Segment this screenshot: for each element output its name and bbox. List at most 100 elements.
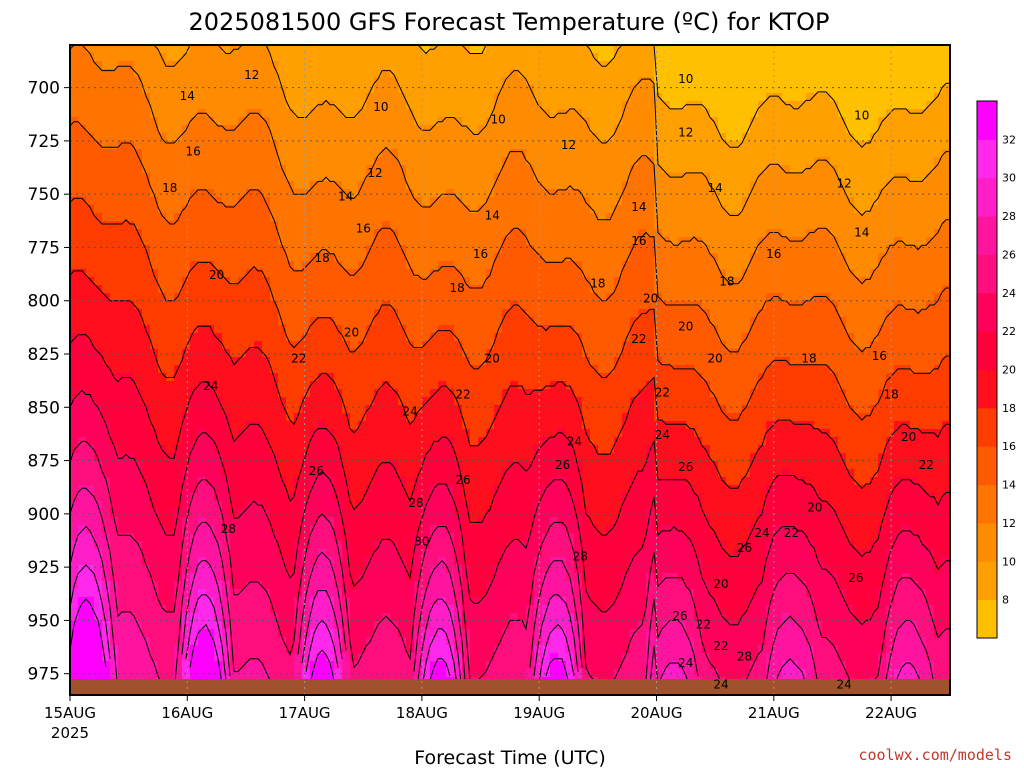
temperature-cell [310, 205, 319, 214]
temperature-cell [294, 101, 303, 110]
temperature-cell [198, 221, 207, 230]
temperature-cell [294, 261, 303, 270]
temperature-cell [542, 45, 551, 54]
temperature-cell [182, 469, 191, 478]
temperature-cell [102, 661, 111, 670]
temperature-cell [470, 445, 479, 454]
temperature-cell [94, 325, 103, 334]
temperature-cell [70, 69, 79, 78]
temperature-cell [318, 629, 327, 638]
temperature-cell [246, 237, 255, 246]
temperature-cell [310, 133, 319, 142]
temperature-cell [158, 277, 167, 286]
temperature-cell [318, 661, 327, 670]
temperature-cell [542, 613, 551, 622]
temperature-cell [190, 149, 199, 158]
temperature-cell [302, 557, 311, 566]
temperature-cell [230, 493, 239, 502]
temperature-cell [190, 469, 199, 478]
temperature-cell [190, 389, 199, 398]
temperature-cell [470, 613, 479, 622]
temperature-cell [102, 365, 111, 374]
temperature-cell [182, 437, 191, 446]
temperature-cell [502, 53, 511, 62]
temperature-cell [366, 629, 375, 638]
temperature-cell [206, 189, 215, 198]
temperature-cell [358, 237, 367, 246]
temperature-cell [118, 69, 127, 78]
temperature-cell [86, 317, 95, 326]
temperature-cell [230, 405, 239, 414]
temperature-cell [390, 101, 399, 110]
temperature-cell [238, 557, 247, 566]
temperature-cell [454, 621, 463, 630]
temperature-cell [254, 381, 263, 390]
temperature-cell [310, 45, 319, 54]
temperature-cell [310, 373, 319, 382]
temperature-cell [206, 621, 215, 630]
temperature-cell [318, 613, 327, 622]
temperature-cell [454, 197, 463, 206]
temperature-cell [478, 301, 487, 310]
temperature-cell [70, 229, 79, 238]
temperature-cell [478, 261, 487, 270]
temperature-cell [454, 93, 463, 102]
temperature-cell [174, 613, 183, 622]
temperature-cell [286, 77, 295, 86]
temperature-cell [486, 653, 495, 662]
temperature-cell [494, 229, 503, 238]
temperature-cell [190, 101, 199, 110]
temperature-cell [342, 77, 351, 86]
temperature-cell [86, 69, 95, 78]
temperature-cell [398, 101, 407, 110]
temperature-cell [222, 573, 231, 582]
temperature-cell [174, 357, 183, 366]
temperature-cell [446, 285, 455, 294]
temperature-cell [126, 189, 135, 198]
temperature-cell [238, 133, 247, 142]
temperature-cell [478, 77, 487, 86]
temperature-cell [366, 45, 375, 54]
temperature-cell [230, 613, 239, 622]
temperature-cell [238, 413, 247, 422]
temperature-cell [278, 45, 287, 54]
temperature-cell [150, 285, 159, 294]
temperature-cell [494, 93, 503, 102]
temperature-cell [278, 485, 287, 494]
temperature-cell [182, 213, 191, 222]
temperature-cell [198, 397, 207, 406]
temperature-cell [126, 165, 135, 174]
temperature-cell [494, 653, 503, 662]
temperature-cell [118, 221, 127, 230]
temperature-cell [358, 269, 367, 278]
temperature-cell [86, 413, 95, 422]
temperature-cell [334, 645, 343, 654]
temperature-cell [518, 517, 527, 526]
temperature-cell [310, 469, 319, 478]
temperature-cell [142, 269, 151, 278]
temperature-cell [174, 605, 183, 614]
temperature-cell [462, 533, 471, 542]
temperature-cell [406, 437, 415, 446]
temperature-cell [454, 253, 463, 262]
temperature-cell [390, 109, 399, 118]
temperature-cell [542, 389, 551, 398]
temperature-cell [414, 189, 423, 198]
temperature-cell [470, 309, 479, 318]
temperature-cell [390, 293, 399, 302]
temperature-cell [142, 437, 151, 446]
temperature-cell [190, 109, 199, 118]
temperature-cell [254, 253, 263, 262]
temperature-cell [550, 525, 559, 534]
temperature-cell [470, 53, 479, 62]
temperature-cell [446, 525, 455, 534]
temperature-cell [206, 429, 215, 438]
temperature-cell [134, 253, 143, 262]
temperature-cell [486, 469, 495, 478]
temperature-cell [286, 269, 295, 278]
temperature-cell [454, 101, 463, 110]
temperature-cell [174, 445, 183, 454]
temperature-cell [526, 293, 535, 302]
temperature-cell [198, 477, 207, 486]
temperature-cell [254, 573, 263, 582]
